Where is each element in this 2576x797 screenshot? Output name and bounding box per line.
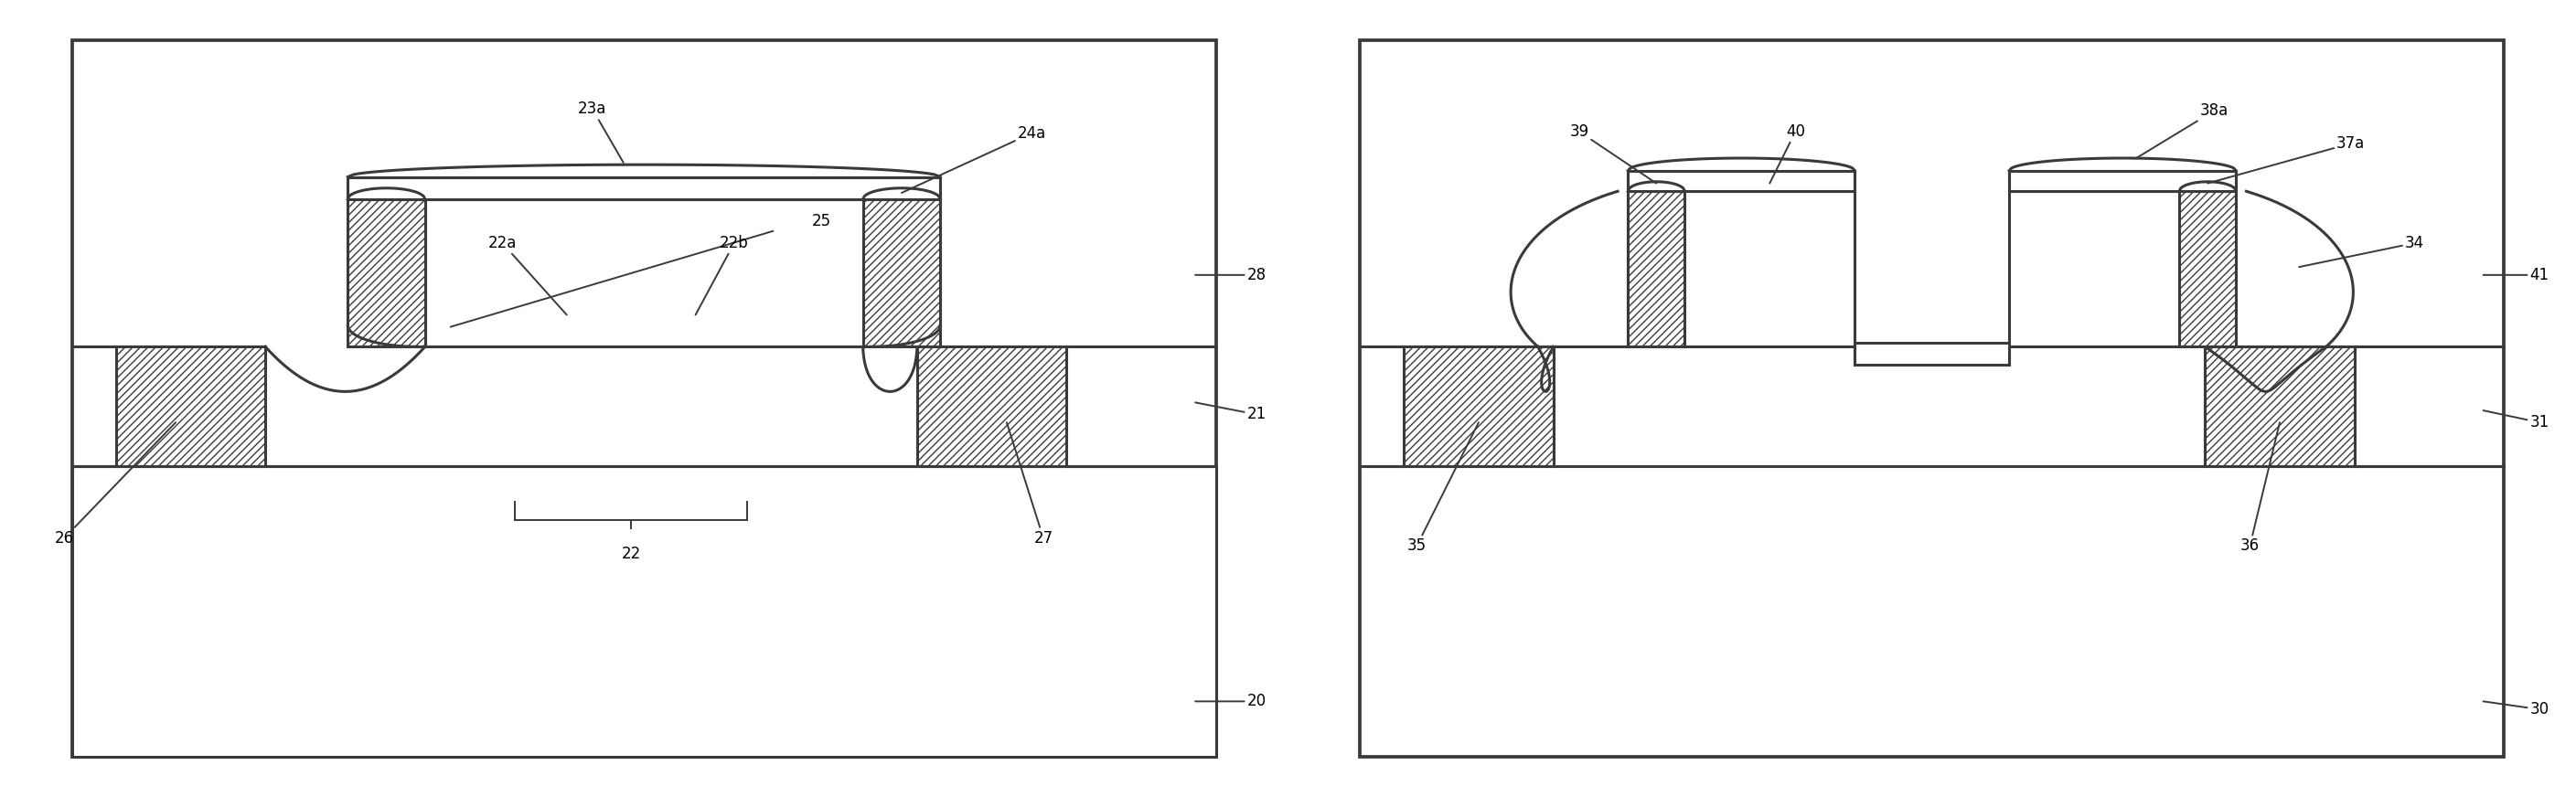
Bar <box>2009 191 2179 347</box>
Text: 35: 35 <box>1406 422 1479 554</box>
Bar <box>2205 347 2354 466</box>
Text: 34: 34 <box>2300 235 2424 267</box>
Bar <box>1855 343 2009 364</box>
Text: 25: 25 <box>811 214 829 230</box>
Text: 23a: 23a <box>577 101 623 163</box>
Bar <box>1685 191 1855 347</box>
Bar <box>1360 40 2504 757</box>
Bar <box>348 199 425 347</box>
Bar <box>116 347 265 466</box>
Bar <box>348 177 940 199</box>
Text: 28: 28 <box>1195 267 1265 283</box>
Bar <box>1628 191 1685 347</box>
Bar <box>72 40 1216 757</box>
Bar <box>1628 191 1685 347</box>
Text: 38a: 38a <box>2136 103 2228 159</box>
Bar <box>863 199 940 347</box>
Text: 21: 21 <box>1195 402 1267 422</box>
Text: 20: 20 <box>1195 693 1265 709</box>
Text: 31: 31 <box>2483 410 2550 430</box>
Bar <box>917 347 1066 466</box>
Text: 24a: 24a <box>902 125 1046 193</box>
Text: 22b: 22b <box>696 235 750 315</box>
Text: 27: 27 <box>1007 422 1054 546</box>
Text: 36: 36 <box>2241 422 2280 554</box>
Bar <box>72 466 1216 757</box>
Bar <box>2179 191 2236 347</box>
Bar <box>1628 171 1855 191</box>
Bar <box>2009 171 2236 191</box>
Bar <box>1404 347 1553 466</box>
Text: 41: 41 <box>2483 267 2548 283</box>
Bar <box>425 199 863 347</box>
Text: 30: 30 <box>2483 701 2548 717</box>
Text: 39: 39 <box>1569 124 1656 183</box>
Text: 22a: 22a <box>487 235 567 315</box>
Text: 22: 22 <box>621 546 641 563</box>
Text: 40: 40 <box>1770 124 1806 183</box>
Text: 37a: 37a <box>2208 135 2365 183</box>
Text: 26: 26 <box>54 422 175 546</box>
